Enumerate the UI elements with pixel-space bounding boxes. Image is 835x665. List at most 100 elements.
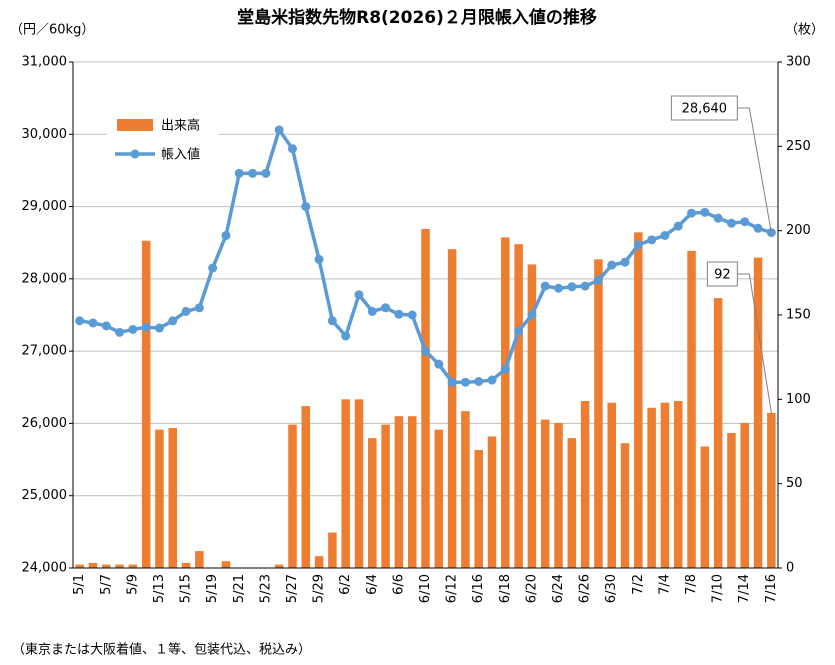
line-marker (261, 168, 271, 178)
line-marker (567, 282, 577, 292)
bar (634, 232, 643, 568)
x-tick-label: 6/24 (551, 574, 566, 603)
bar (168, 428, 178, 568)
legend-swatch (117, 119, 153, 131)
line-marker (221, 230, 231, 240)
line-marker (181, 306, 191, 316)
line-marker (248, 168, 258, 178)
legend-box (107, 108, 219, 172)
y-tick-label: 30,000 (22, 127, 68, 142)
bar (540, 419, 550, 568)
line-marker (660, 230, 670, 240)
line-marker (740, 217, 750, 227)
x-tick-label: 7/16 (764, 574, 779, 603)
bar (328, 532, 337, 568)
x-tick-label: 6/2 (338, 574, 353, 595)
line-marker (208, 263, 218, 273)
bar (274, 564, 284, 568)
footnote: （東京または大阪着値、１等、包装代込、税込み） (12, 642, 311, 658)
x-tick-label: 6/4 (365, 574, 380, 595)
bar (527, 264, 537, 568)
x-tick-label: 5/9 (125, 574, 140, 595)
bar (394, 416, 404, 568)
bar (594, 259, 603, 568)
x-tick-label: 5/13 (152, 574, 167, 603)
y-tick-label: 29,000 (22, 199, 68, 214)
bar (554, 422, 563, 568)
line-marker (168, 316, 178, 326)
x-tick-label: 7/4 (657, 574, 672, 595)
bar (607, 402, 616, 568)
line-marker (301, 202, 311, 212)
line-marker (381, 303, 391, 313)
x-tick-label: 6/6 (391, 574, 406, 595)
line-marker (341, 331, 351, 341)
bar (740, 422, 750, 568)
x-tick-label: 6/12 (445, 574, 460, 603)
bar (673, 401, 683, 568)
y2-tick-label: 300 (786, 55, 811, 70)
x-tick-label: 5/19 (205, 574, 220, 603)
line-marker (354, 290, 364, 300)
line-marker (620, 257, 630, 267)
line-marker (274, 125, 284, 135)
line-marker (115, 327, 125, 337)
line-marker (726, 218, 736, 228)
bar (181, 562, 191, 568)
x-tick-label: 6/10 (418, 574, 433, 603)
bar (314, 556, 324, 568)
line-marker (101, 321, 111, 331)
line-marker (234, 168, 244, 178)
bar (620, 443, 630, 568)
bar (487, 436, 497, 568)
bar (447, 249, 457, 568)
line-marker (527, 310, 537, 320)
line-marker (607, 260, 617, 270)
bar (687, 250, 696, 568)
bar (567, 438, 577, 568)
x-tick-label: 6/18 (498, 574, 513, 603)
bar (115, 564, 124, 568)
bar (101, 564, 111, 568)
y-tick-label: 31,000 (22, 55, 68, 70)
line-marker (141, 322, 151, 332)
bar (195, 551, 204, 568)
line-marker (580, 281, 590, 291)
callout-line (737, 107, 772, 233)
line-marker (394, 309, 404, 319)
line-marker (673, 221, 683, 231)
line-marker (540, 281, 550, 291)
x-tick-label: 7/8 (684, 574, 699, 595)
chart-title: 堂島米指数先物R8(2026)２月限帳入値の推移 (237, 7, 597, 28)
y2-tick-label: 200 (786, 223, 811, 238)
bar (421, 228, 430, 569)
bar (580, 401, 590, 568)
bar (713, 298, 723, 568)
y2-axis-label: （枚） (785, 23, 824, 38)
bar (341, 399, 350, 568)
line-marker (474, 377, 484, 387)
bar (288, 424, 297, 568)
y2-tick-label: 50 (786, 476, 803, 491)
line-marker (460, 377, 470, 387)
bar (141, 240, 151, 568)
x-tick-label: 5/15 (179, 574, 194, 603)
x-tick-label: 5/21 (232, 574, 247, 603)
bar (501, 237, 510, 568)
bar (753, 257, 763, 568)
bar (647, 407, 656, 568)
line-marker (700, 207, 710, 217)
y-tick-label: 25,000 (22, 488, 68, 503)
bar (368, 438, 377, 568)
bar (474, 449, 483, 568)
line-marker (687, 208, 697, 218)
line-marker (314, 254, 324, 264)
data-label: 92 (714, 268, 731, 283)
bar (434, 429, 444, 568)
legend-label: 帳入値 (161, 147, 200, 163)
line-marker (434, 359, 444, 369)
legend-label: 出来高 (161, 118, 200, 134)
bar (155, 429, 164, 568)
bar (354, 399, 364, 568)
line-marker (447, 377, 457, 387)
